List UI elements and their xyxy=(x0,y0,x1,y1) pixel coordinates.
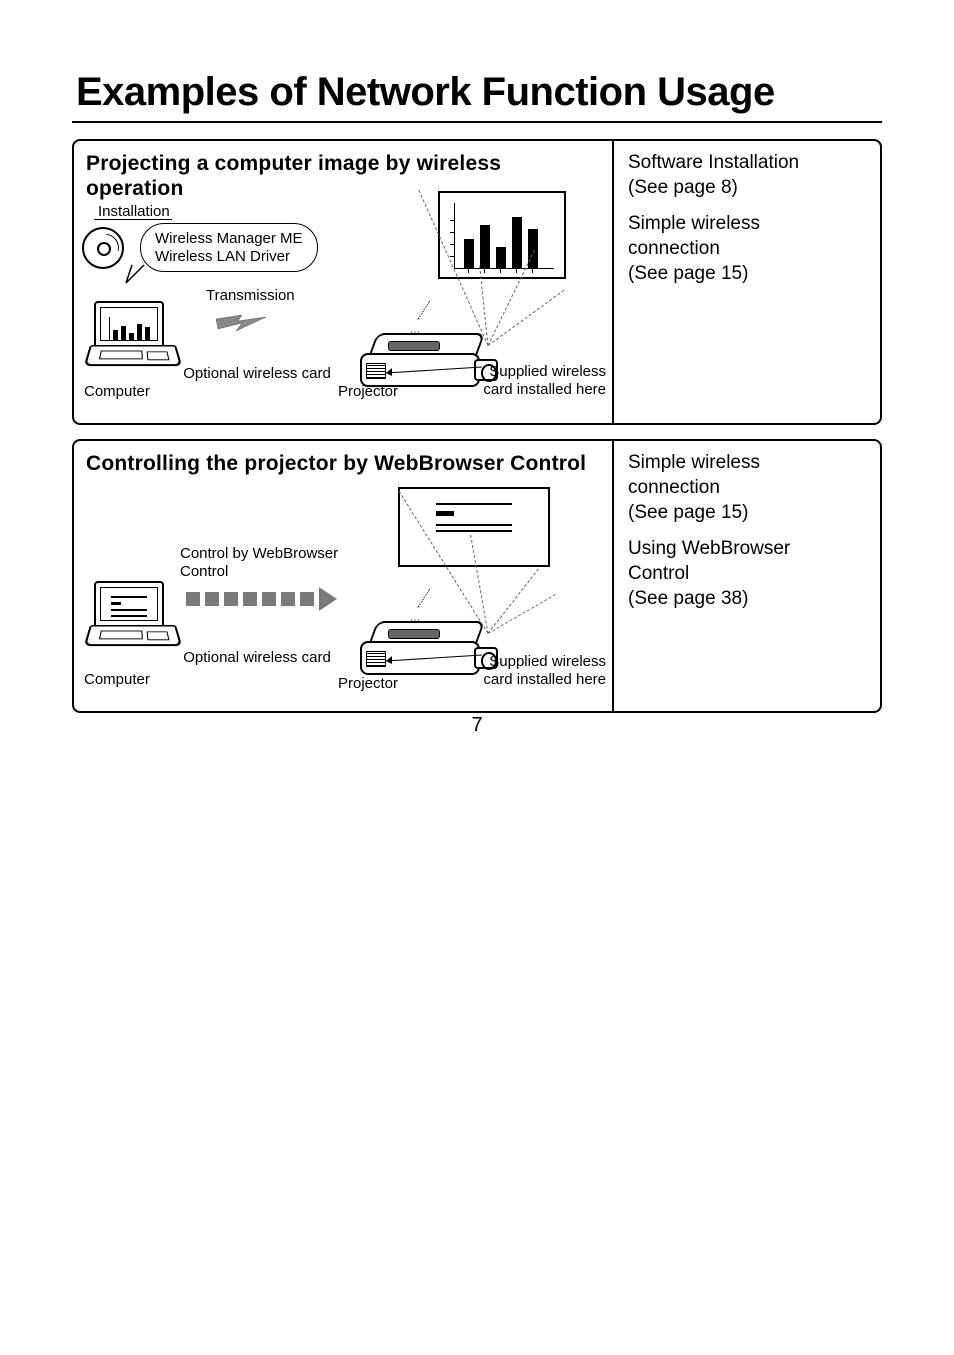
example-box-2: Controlling the projector by WebBrowser … xyxy=(72,439,882,713)
diagram-2: Control by WebBrowser Control xyxy=(86,481,604,701)
laptop-base xyxy=(84,345,183,366)
title-rule xyxy=(72,121,882,123)
laptop-screen xyxy=(94,301,164,347)
projector-panel xyxy=(388,341,440,351)
ref-1b-l1: Simple wireless xyxy=(628,212,866,237)
laptop-base-2 xyxy=(84,625,183,646)
bubble-line1: Wireless Manager ME xyxy=(155,230,303,247)
ref-2a-l2: connection xyxy=(628,476,866,501)
bolt-icon xyxy=(216,309,266,335)
laptop-mini-chart xyxy=(109,316,155,344)
control-label-l2: Control xyxy=(180,563,228,580)
ref-1b-l2: connection xyxy=(628,237,866,262)
cd-icon xyxy=(82,227,124,269)
bubble-tail xyxy=(120,263,148,287)
control-label-l1: Control by WebBrowser xyxy=(180,545,338,562)
refs-cell-2: Simple wireless connection (See page 15)… xyxy=(612,441,880,711)
laptop-inner-2 xyxy=(100,587,158,621)
ref-2b-l1: Using WebBrowser xyxy=(628,537,866,562)
projector-dots-2: ⋯ xyxy=(410,615,440,621)
installation-label: Installation xyxy=(98,203,170,220)
ref-block-2b: Using WebBrowser Control (See page 38) xyxy=(628,537,866,611)
ref-1a-l1: Software Installation xyxy=(628,151,866,176)
supplied-label-1a: Supplied wireless xyxy=(476,363,606,380)
ref-block-1a: Software Installation (See page 8) xyxy=(628,151,866,200)
projector-label-1: Projector xyxy=(338,383,398,400)
row-2: Controlling the projector by WebBrowser … xyxy=(74,441,880,711)
computer-label-1: Computer xyxy=(84,383,150,400)
ref-2a-l3: (See page 15) xyxy=(628,501,866,526)
projected-wifi-lines xyxy=(436,503,516,536)
ref-1b-l3: (See page 15) xyxy=(628,262,866,287)
page: Examples of Network Function Usage Proje… xyxy=(0,0,954,767)
squares-arrow xyxy=(186,587,337,611)
transmission-label: Transmission xyxy=(206,287,295,304)
optional-card-label-2: Optional wireless card xyxy=(172,649,342,666)
proj-wire-1 xyxy=(418,301,431,320)
installation-underline xyxy=(94,219,172,220)
dash-2c xyxy=(488,594,556,634)
supplied-label-2a: Supplied wireless xyxy=(476,653,606,670)
projector-label-2: Projector xyxy=(338,675,398,692)
ref-2a-l1: Simple wireless xyxy=(628,451,866,476)
section2-title: Controlling the projector by WebBrowser … xyxy=(86,451,604,476)
laptop-screen-2 xyxy=(94,581,164,627)
projector-panel-2 xyxy=(388,629,440,639)
page-number: 7 xyxy=(0,714,954,737)
supplied-pointer-2 xyxy=(382,639,492,669)
laptop-wifi-lines xyxy=(111,596,151,621)
dash-2a xyxy=(488,568,539,633)
bubble-line2: Wireless LAN Driver xyxy=(155,248,303,265)
ref-2b-l2: Control xyxy=(628,562,866,587)
ref-block-1b: Simple wireless connection (See page 15) xyxy=(628,212,866,286)
example-box-1: Projecting a computer image by wireless … xyxy=(72,139,882,425)
diagram-cell-1: Projecting a computer image by wireless … xyxy=(74,141,612,423)
optional-card-label-1: Optional wireless card xyxy=(172,365,342,382)
computer-label-2: Computer xyxy=(84,671,150,688)
ref-1a-l2: (See page 8) xyxy=(628,176,866,201)
projected-chart xyxy=(454,203,554,269)
row-1: Projecting a computer image by wireless … xyxy=(74,141,880,423)
ref-2b-l3: (See page 38) xyxy=(628,587,866,612)
diagram-1: Installation Wireless Manager ME Wireles… xyxy=(86,205,604,415)
projected-screen-1 xyxy=(438,191,566,279)
supplied-label-2b: card installed here xyxy=(466,671,606,688)
install-bubble: Wireless Manager ME Wireless LAN Driver xyxy=(140,223,318,272)
laptop-icon xyxy=(90,301,176,373)
projector-dots: ⋯ xyxy=(410,327,440,333)
refs-cell-1: Software Installation (See page 8) Simpl… xyxy=(612,141,880,423)
ref-block-2a: Simple wireless connection (See page 15) xyxy=(628,451,866,525)
supplied-pointer-1 xyxy=(382,351,492,381)
proj-wire-2 xyxy=(418,588,431,607)
diagram-cell-2: Controlling the projector by WebBrowser … xyxy=(74,441,612,711)
dash-1c xyxy=(488,290,565,346)
page-title: Examples of Network Function Usage xyxy=(76,70,882,115)
supplied-label-1b: card installed here xyxy=(466,381,606,398)
laptop-screen-inner xyxy=(100,307,158,341)
laptop-icon-2 xyxy=(90,581,176,653)
